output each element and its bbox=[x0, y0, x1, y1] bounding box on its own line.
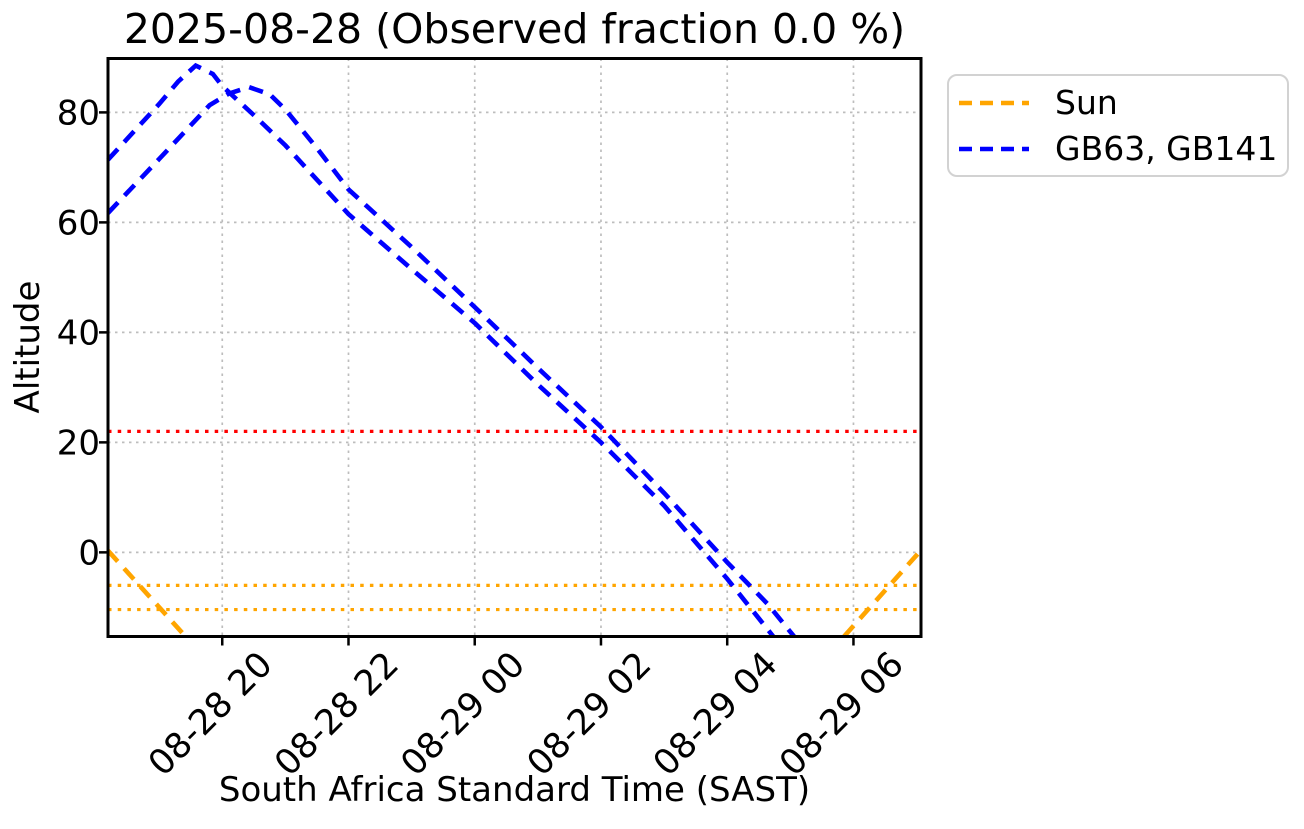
legend-label-sun: Sun bbox=[1055, 83, 1118, 122]
x-tick-label: 08-29 04 bbox=[646, 645, 786, 785]
series-sun bbox=[106, 549, 188, 639]
x-tick-label: 08-28 20 bbox=[141, 645, 281, 785]
series-target-2-gb63-gb141-pair- bbox=[106, 84, 796, 638]
y-tick-label: 80 bbox=[57, 93, 100, 133]
series-target-1-gb63-gb141-pair- bbox=[106, 62, 776, 638]
legend-entry-sun: Sun bbox=[959, 83, 1287, 122]
x-axis-label: South Africa Standard Time (SAST) bbox=[218, 770, 811, 810]
y-tick-label: 60 bbox=[57, 203, 100, 243]
x-tick-label: 08-29 06 bbox=[772, 645, 912, 785]
legend-entry-targets: GB63, GB141 bbox=[959, 129, 1287, 168]
axes-frame bbox=[106, 57, 923, 638]
sun-dashed-line-icon bbox=[959, 100, 1029, 105]
y-tick-label: 20 bbox=[57, 423, 100, 463]
x-tick-label: 08-29 00 bbox=[394, 645, 534, 785]
legend: Sun GB63, GB141 bbox=[947, 74, 1289, 177]
legend-label-targets: GB63, GB141 bbox=[1055, 129, 1278, 168]
y-tick-label: 40 bbox=[57, 313, 100, 353]
targets-dashed-line-icon bbox=[959, 146, 1029, 151]
y-tick-label: 0 bbox=[78, 533, 100, 573]
x-tick-label: 08-29 02 bbox=[520, 645, 660, 785]
chart-title: 2025-08-28 (Observed fraction 0.0 %) bbox=[123, 5, 906, 53]
x-tick-label: 08-28 22 bbox=[267, 645, 407, 785]
series-sun bbox=[842, 548, 923, 639]
